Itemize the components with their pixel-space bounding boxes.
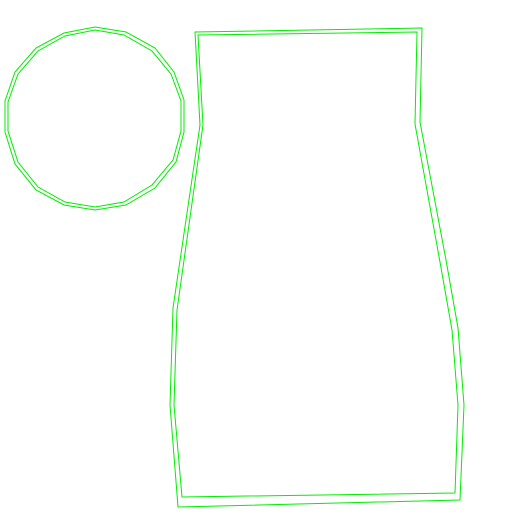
vase-outline bbox=[169, 27, 465, 508]
circle-outline-outer bbox=[4, 26, 185, 211]
vase-outline-outer bbox=[169, 27, 465, 508]
circle-outline-inner bbox=[7, 29, 182, 208]
circle-outline bbox=[4, 26, 185, 211]
vase-outline-inner bbox=[173, 31, 459, 498]
